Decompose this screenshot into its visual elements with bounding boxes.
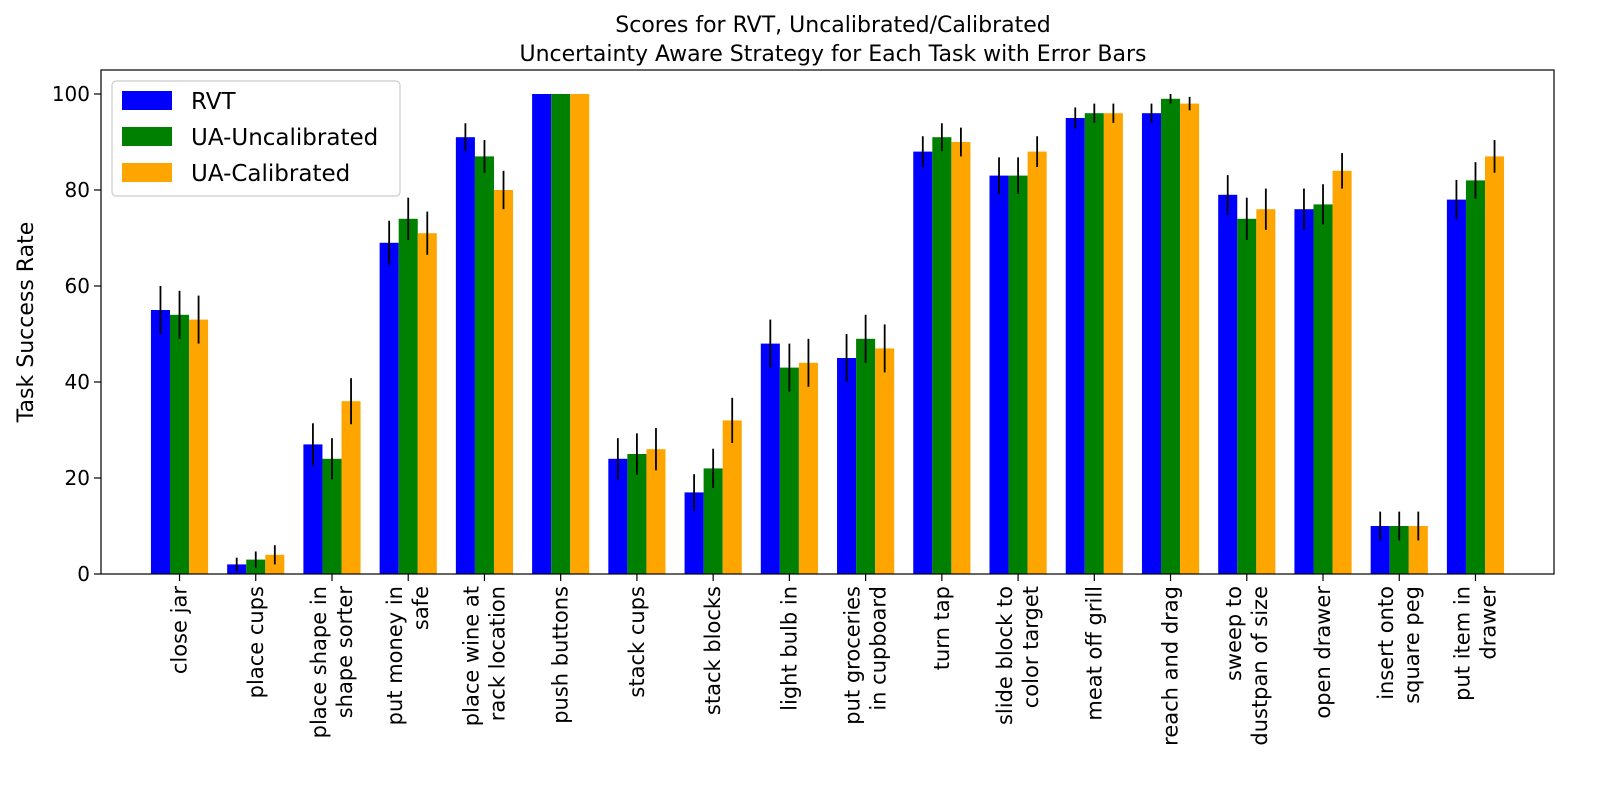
x-axis: close jar place cups place shape inshape s…	[168, 574, 1500, 746]
legend-label-ua-calibrated: UA-Calibrated	[191, 161, 350, 187]
bar-ua-uncalibrated-8	[779, 367, 799, 574]
bar-ua-calibrated-17	[1485, 156, 1505, 574]
bar-rvt-11	[989, 175, 1009, 574]
y-tick-label: 60	[65, 274, 90, 298]
bar-ua-uncalibrated-12	[1084, 113, 1104, 574]
x-tick-label: place shape inshape sorter	[307, 586, 357, 739]
bar-ua-uncalibrated-3	[398, 218, 418, 575]
x-tick-label: slide block tocolor target	[993, 586, 1043, 725]
x-tick-label: push buttons	[549, 586, 573, 724]
chart-title-line-1: Scores for RVT, Uncalibrated/Calibrated	[615, 13, 1050, 38]
bar-rvt-3	[379, 242, 399, 575]
bar-rvt-16	[1370, 526, 1390, 574]
bar-ua-uncalibrated-17	[1465, 180, 1486, 574]
y-tick-label: 20	[65, 466, 90, 490]
bar-rvt-14	[1218, 194, 1238, 575]
x-tick-label: insert ontosquare peg	[1374, 586, 1424, 704]
bar-ua-uncalibrated-13	[1161, 98, 1181, 575]
x-tick-label: put money insafe	[383, 586, 433, 725]
plot-frame	[100, 69, 1555, 575]
bar-rvt-13	[1141, 113, 1162, 574]
legend-box	[111, 80, 401, 197]
bar-ua-calibrated-5	[570, 94, 590, 574]
bar-ua-calibrated-15	[1332, 170, 1352, 575]
y-tick-label: 80	[65, 178, 90, 202]
legend-swatch-ua-uncalibrated	[122, 127, 172, 146]
bar-ua-uncalibrated-2	[322, 458, 342, 574]
y-tick-label: 100	[52, 82, 90, 106]
bar-ua-calibrated-0	[189, 319, 209, 574]
bar-ua-uncalibrated-6	[627, 454, 647, 574]
bar-ua-calibrated-4	[493, 190, 514, 574]
x-tick-label: put groceriesin cupboard	[841, 586, 891, 725]
x-tick-label: place cups	[244, 586, 268, 698]
bar-rvt-7	[684, 492, 704, 574]
bar-rvt-15	[1294, 209, 1314, 574]
bar-ua-calibrated-14	[1256, 209, 1276, 574]
bar-rvt-4	[455, 137, 475, 574]
bar-ua-calibrated-16	[1408, 526, 1428, 574]
bar-rvt-5	[532, 94, 552, 574]
bar-rvt-0	[150, 310, 170, 574]
bar-ua-calibrated-9	[875, 348, 895, 574]
bar-ua-calibrated-12	[1103, 113, 1123, 574]
legend: RVT UA-Uncalibrated UA-Calibrated	[111, 80, 401, 197]
bar-ua-calibrated-10	[951, 142, 971, 574]
bar-ua-uncalibrated-10	[932, 137, 952, 574]
bar-ua-uncalibrated-14	[1237, 218, 1257, 575]
bar-ua-calibrated-7	[722, 420, 742, 574]
bars-group	[150, 94, 1505, 575]
chart-title-line-2: Uncertainty Aware Strategy for Each Task…	[520, 42, 1147, 67]
y-axis-label: Task Success Rate	[14, 222, 39, 423]
bar-ua-calibrated-13	[1180, 103, 1200, 574]
x-tick-label: put item indrawer	[1450, 586, 1500, 701]
bar-ua-uncalibrated-15	[1313, 204, 1333, 574]
bar-rvt-17	[1446, 199, 1466, 574]
bar-rvt-2	[303, 444, 323, 574]
bar-ua-uncalibrated-0	[169, 314, 190, 574]
y-tick-label: 40	[65, 370, 90, 394]
legend-label-ua-uncalibrated: UA-Uncalibrated	[191, 125, 378, 151]
bar-rvt-6	[608, 458, 628, 574]
x-tick-label: open drawer	[1311, 586, 1335, 719]
x-tick-label: turn tap	[930, 586, 954, 670]
bar-ua-uncalibrated-5	[551, 94, 571, 574]
error-bars-group	[159, 94, 1496, 572]
y-axis: 0 20 40 60 80 100	[52, 82, 101, 586]
x-tick-label: close jar	[168, 586, 192, 674]
bar-ua-calibrated-8	[798, 362, 818, 574]
x-tick-label: place wine atrack location	[459, 586, 509, 726]
bar-ua-uncalibrated-11	[1008, 175, 1028, 574]
bar-rvt-12	[1065, 118, 1085, 574]
x-tick-label: stack cups	[625, 586, 649, 698]
bar-rvt-9	[837, 358, 857, 574]
bar-rvt-8	[760, 343, 780, 574]
legend-swatch-ua-calibrated	[122, 163, 172, 182]
bar-ua-uncalibrated-4	[474, 156, 494, 574]
legend-swatch-rvt	[122, 91, 172, 110]
x-tick-label: reach and drag	[1159, 586, 1183, 746]
x-tick-label: meat off grill	[1082, 586, 1106, 721]
bar-ua-uncalibrated-7	[703, 468, 723, 574]
y-tick-label: 0	[77, 562, 90, 586]
x-tick-label: light bulb in	[777, 586, 801, 711]
bar-ua-uncalibrated-16	[1389, 526, 1409, 574]
legend-label-rvt: RVT	[191, 89, 236, 115]
x-tick-label: stack blocks	[701, 586, 725, 715]
bar-ua-calibrated-2	[341, 401, 361, 574]
bar-rvt-10	[913, 151, 933, 574]
bar-ua-uncalibrated-9	[856, 338, 876, 574]
bar-ua-calibrated-11	[1027, 151, 1047, 574]
bar-ua-calibrated-6	[646, 449, 666, 574]
bar-ua-calibrated-3	[417, 233, 437, 574]
x-tick-label: sweep todustpan of size	[1222, 586, 1272, 746]
